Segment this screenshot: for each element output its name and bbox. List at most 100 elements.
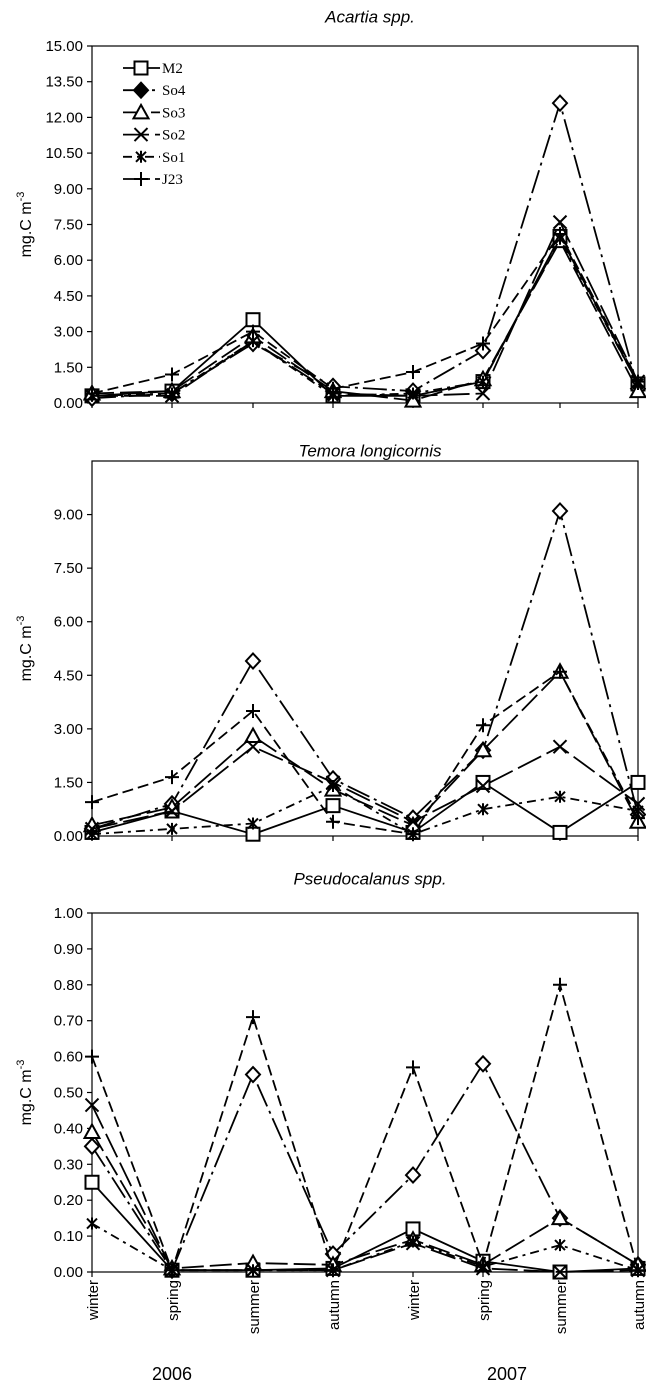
series-so1	[86, 780, 644, 841]
legend-label: So1	[162, 150, 185, 166]
data-point	[245, 312, 261, 328]
series-line	[91, 670, 639, 827]
data-point	[164, 803, 180, 819]
panel-1: Acartia spp. 0.00 1.50 3.00 4.50 6.00 7.50 9.00…	[15, 7, 646, 412]
y-tick-label: 0.70	[54, 1013, 83, 1030]
x-tick-label: autumn	[631, 1280, 646, 1330]
data-point	[631, 374, 645, 389]
y-tick-label: 0.30	[54, 1156, 83, 1173]
series-line	[91, 781, 639, 836]
series-so3	[82, 231, 646, 408]
y-tick-label: 6.00	[54, 252, 83, 269]
legend-entry-so2: So2	[123, 127, 185, 144]
data-point	[86, 1217, 98, 1230]
series-so2	[84, 1097, 646, 1280]
data-point	[476, 336, 490, 351]
panel-title: Pseudocalanus spp.	[293, 869, 446, 888]
data-point	[550, 1208, 570, 1226]
panel-3: Pseudocalanus spp. 0.00 0.10 0.20 0.30 0.40 0.…	[15, 869, 646, 1281]
data-point	[552, 824, 568, 840]
data-point	[407, 1235, 419, 1248]
plot-area	[91, 460, 639, 837]
data-point	[245, 826, 261, 842]
series-line	[91, 670, 639, 836]
data-point	[553, 664, 567, 679]
legend-entry-so4: So4	[123, 81, 186, 99]
legend-marker	[134, 172, 148, 186]
year-label-2006: 2006	[152, 1364, 192, 1384]
y-tick-label: 0.00	[54, 1264, 83, 1281]
data-point	[326, 814, 340, 829]
y-tick-label: 12.00	[45, 109, 83, 126]
data-point	[84, 1174, 100, 1190]
legend-label: J23	[162, 172, 183, 188]
series-line	[91, 234, 639, 397]
y-tick-label: 10.50	[45, 145, 83, 162]
data-point	[475, 386, 491, 401]
data-point	[245, 739, 261, 754]
y-tick-label: 0.90	[54, 941, 83, 958]
y-tick-label: 0.50	[54, 1085, 83, 1102]
panel-title: Temora longicornis	[299, 441, 442, 460]
y-tick-label: 0.00	[54, 395, 83, 412]
data-point	[84, 1097, 100, 1113]
data-point	[246, 324, 260, 339]
data-point	[477, 375, 489, 388]
series-line	[91, 981, 639, 1273]
data-point	[476, 1257, 490, 1272]
panels: Acartia spp. 0.00 1.50 3.00 4.50 6.00 7.50 9.00…	[15, 7, 646, 1334]
data-point	[243, 726, 263, 743]
data-point	[553, 227, 567, 242]
y-tick-label: 9.00	[54, 507, 83, 524]
y-tick-label: 6.00	[54, 614, 83, 631]
legend-entry-so3: So3	[123, 102, 185, 121]
y-tick-label: 13.50	[45, 74, 83, 91]
year-label-2007: 2007	[487, 1364, 527, 1384]
y-tick-label: 15.00	[45, 38, 83, 55]
x-tick-label: summer	[553, 1280, 570, 1334]
data-point	[247, 1264, 259, 1277]
data-point	[327, 780, 339, 792]
x-tick-label: summer	[246, 1280, 263, 1334]
series-line	[91, 745, 639, 830]
data-point	[85, 795, 99, 810]
data-point	[165, 1263, 179, 1278]
y-tick-label: 1.50	[54, 359, 83, 376]
data-point	[474, 1054, 492, 1073]
y-tick-label: 0.40	[54, 1120, 83, 1137]
y-tick-label: 3.00	[54, 324, 83, 341]
y-tick-label: 4.50	[54, 288, 83, 305]
legend-label: M2	[162, 61, 183, 77]
series-line	[91, 1061, 639, 1273]
data-point	[405, 814, 421, 829]
legend-label: So4	[162, 83, 186, 99]
data-point	[166, 387, 178, 400]
y-axis-label: mg.C m-3	[15, 1060, 35, 1126]
series-line	[91, 99, 639, 400]
plot-area	[91, 45, 639, 404]
y-tick-label: 0.60	[54, 1049, 83, 1066]
legend-entry-so1: So1	[123, 150, 185, 166]
data-point	[246, 1010, 260, 1025]
series-j23	[85, 977, 645, 1278]
x-tick-label: autumn	[326, 1280, 343, 1330]
y-tick-label: 0.00	[54, 828, 83, 845]
series-so1	[86, 232, 644, 402]
series-line	[91, 236, 639, 397]
series-line	[91, 239, 639, 402]
series-line	[91, 784, 639, 836]
data-point	[244, 652, 262, 670]
y-tick-label: 9.00	[54, 181, 83, 198]
legend-entry-m2: M2	[123, 60, 183, 77]
data-point	[475, 778, 491, 794]
data-point	[85, 386, 99, 401]
legend-marker	[133, 60, 149, 76]
y-tick-label: 3.00	[54, 721, 83, 738]
data-point	[554, 1239, 566, 1252]
data-point	[554, 790, 566, 803]
x-tick-labels: winter spring summer autumn winter spring summ…	[85, 1280, 646, 1334]
data-point	[165, 770, 179, 785]
y-tick-label: 0.20	[54, 1192, 83, 1209]
data-point	[628, 381, 646, 399]
data-point	[477, 803, 489, 816]
